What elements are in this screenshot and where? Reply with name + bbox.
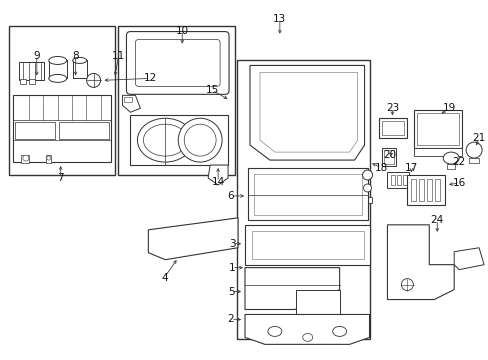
Bar — [237, 60, 369, 339]
Text: 17: 17 — [404, 163, 417, 173]
Polygon shape — [244, 225, 369, 265]
Text: 7: 7 — [57, 173, 64, 183]
Ellipse shape — [178, 118, 222, 162]
Bar — [413, 148, 461, 156]
Text: 20: 20 — [382, 150, 395, 160]
Bar — [361, 197, 371, 203]
Text: 11: 11 — [112, 51, 125, 62]
Polygon shape — [208, 165, 227, 185]
Polygon shape — [130, 115, 227, 165]
Text: 8: 8 — [72, 51, 79, 62]
Bar — [410, 179, 415, 201]
Text: 18: 18 — [374, 163, 387, 173]
Bar — [427, 179, 431, 201]
Bar — [382, 121, 404, 135]
Bar — [15, 122, 55, 139]
Bar — [46, 155, 51, 163]
Bar — [19, 62, 44, 80]
Ellipse shape — [73, 58, 86, 63]
Polygon shape — [244, 315, 369, 345]
Polygon shape — [253, 174, 361, 215]
Bar — [407, 175, 444, 205]
Bar — [403, 175, 407, 185]
Bar — [382, 148, 396, 166]
Polygon shape — [13, 95, 110, 162]
Text: 6: 6 — [227, 191, 234, 201]
Text: 19: 19 — [442, 103, 455, 113]
Ellipse shape — [143, 124, 187, 156]
Ellipse shape — [401, 279, 412, 291]
Ellipse shape — [86, 73, 101, 87]
Text: 24: 24 — [430, 215, 443, 225]
Bar — [379, 118, 407, 138]
Text: 2: 2 — [227, 314, 234, 324]
Polygon shape — [247, 168, 367, 220]
Ellipse shape — [49, 75, 66, 82]
Polygon shape — [386, 225, 453, 300]
Ellipse shape — [363, 184, 371, 192]
Text: 9: 9 — [33, 51, 40, 62]
Text: 22: 22 — [451, 157, 465, 167]
Text: 23: 23 — [385, 103, 398, 113]
Ellipse shape — [49, 57, 66, 64]
Text: 5: 5 — [227, 287, 234, 297]
Ellipse shape — [442, 152, 458, 164]
Ellipse shape — [267, 327, 281, 336]
Ellipse shape — [332, 327, 346, 336]
Bar — [49, 60, 66, 78]
Polygon shape — [244, 268, 339, 310]
Ellipse shape — [137, 118, 193, 162]
Bar — [9, 26, 115, 175]
Bar — [390, 175, 395, 185]
Text: 13: 13 — [273, 14, 286, 24]
Polygon shape — [251, 231, 363, 259]
Bar — [419, 179, 424, 201]
Polygon shape — [295, 289, 339, 319]
Bar — [124, 97, 132, 102]
Bar — [21, 155, 29, 163]
Text: 16: 16 — [451, 178, 465, 188]
Text: 15: 15 — [205, 85, 218, 95]
Polygon shape — [453, 248, 483, 270]
Polygon shape — [260, 72, 357, 152]
Polygon shape — [249, 66, 364, 160]
Bar — [447, 164, 454, 169]
FancyBboxPatch shape — [126, 32, 228, 94]
Ellipse shape — [23, 155, 29, 161]
Polygon shape — [175, 32, 185, 42]
Bar — [20, 80, 26, 84]
Bar — [386, 172, 408, 188]
Ellipse shape — [184, 124, 216, 156]
Text: 12: 12 — [143, 73, 157, 84]
Text: 21: 21 — [471, 133, 485, 143]
Polygon shape — [122, 95, 140, 112]
Text: 14: 14 — [211, 177, 224, 187]
Bar — [59, 122, 108, 139]
Text: 4: 4 — [161, 273, 167, 283]
Bar — [434, 179, 439, 201]
Text: 10: 10 — [175, 26, 188, 36]
Text: 3: 3 — [228, 239, 235, 249]
Text: 1: 1 — [228, 263, 235, 273]
Bar — [468, 158, 478, 163]
Bar — [397, 175, 401, 185]
Bar — [416, 113, 458, 145]
Bar — [384, 150, 394, 164]
FancyBboxPatch shape — [135, 40, 220, 86]
Ellipse shape — [47, 156, 51, 160]
Ellipse shape — [362, 170, 372, 180]
Bar — [118, 26, 235, 175]
Polygon shape — [148, 218, 238, 260]
Bar — [73, 60, 86, 78]
Bar — [29, 80, 35, 84]
Ellipse shape — [465, 142, 481, 158]
Bar — [413, 110, 461, 148]
Ellipse shape — [302, 333, 312, 341]
